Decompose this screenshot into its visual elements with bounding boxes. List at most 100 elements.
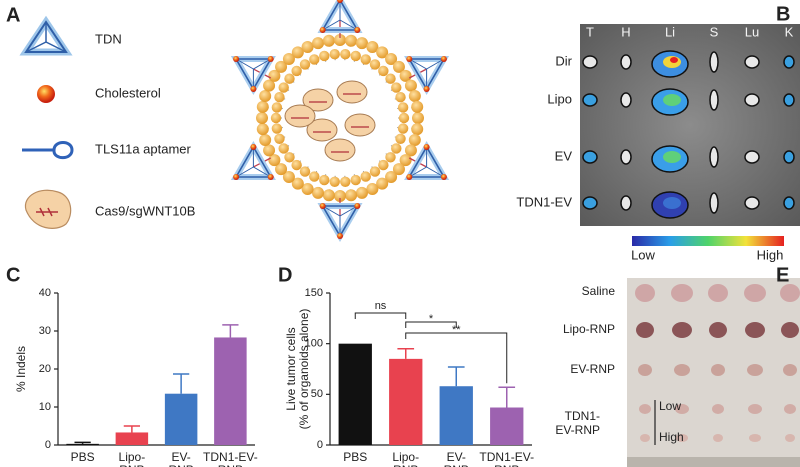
cholesterol bbox=[250, 144, 257, 150]
lipid-head bbox=[408, 90, 421, 103]
lipid-head bbox=[291, 65, 302, 77]
lipid-head bbox=[309, 54, 320, 65]
organ bbox=[744, 150, 760, 164]
bar bbox=[164, 393, 198, 445]
lipid-head bbox=[397, 102, 409, 113]
group-label: Dir bbox=[555, 53, 572, 68]
group-label: EV bbox=[555, 148, 573, 163]
tdn-edge bbox=[235, 166, 254, 178]
lipid-head bbox=[366, 182, 379, 195]
lipid-head bbox=[404, 144, 417, 157]
lipid-head bbox=[270, 112, 282, 124]
tdn-icon bbox=[24, 20, 68, 53]
lipid-head bbox=[411, 123, 424, 136]
organ bbox=[620, 54, 632, 70]
bar bbox=[389, 358, 423, 445]
tdn bbox=[407, 58, 446, 91]
y-tick-label: 10 bbox=[39, 401, 51, 413]
cholesterol bbox=[319, 27, 326, 33]
y-tick-label: 30 bbox=[39, 325, 51, 337]
organoid bbox=[711, 364, 725, 376]
bar bbox=[115, 432, 149, 445]
panel-label: D bbox=[278, 264, 292, 286]
organoid bbox=[672, 322, 692, 338]
organ bbox=[620, 92, 632, 108]
lipid-head bbox=[376, 177, 389, 190]
bar bbox=[490, 407, 524, 445]
organoid bbox=[676, 434, 688, 442]
lipid-head bbox=[256, 100, 269, 113]
y-axis-label: Live tumor cells bbox=[284, 327, 298, 410]
y-axis-label: % Indels bbox=[14, 346, 28, 392]
organ bbox=[709, 146, 719, 168]
tdn-edge bbox=[322, 19, 341, 31]
legend-label: TDN bbox=[95, 31, 122, 46]
lipid-head bbox=[259, 133, 272, 146]
lipid-head bbox=[268, 154, 281, 167]
liver-core bbox=[663, 94, 681, 106]
lipid-head bbox=[271, 102, 283, 113]
lipid-head bbox=[340, 49, 351, 60]
lipid-head bbox=[271, 123, 283, 134]
y-tick-label: 100 bbox=[305, 338, 323, 350]
tdn-edge bbox=[426, 58, 445, 70]
lipid-head bbox=[395, 133, 406, 144]
lipid-head bbox=[291, 177, 304, 190]
lipid-head bbox=[391, 143, 402, 154]
organoid bbox=[708, 284, 728, 302]
cholesterol bbox=[423, 144, 430, 150]
organoid bbox=[671, 284, 693, 302]
legend-icons bbox=[19, 15, 74, 229]
lipid-head bbox=[284, 152, 295, 163]
significance-bracket bbox=[354, 312, 407, 319]
organ-label: K bbox=[785, 24, 794, 39]
y-tick-label: 0 bbox=[45, 439, 51, 451]
tdn-edge bbox=[339, 205, 358, 217]
lipid-head bbox=[366, 41, 379, 54]
significance-bracket bbox=[405, 321, 457, 328]
lipid-head bbox=[391, 82, 402, 93]
tdn-edge bbox=[235, 58, 254, 70]
organoid bbox=[748, 404, 762, 414]
organ bbox=[744, 93, 760, 107]
tdn bbox=[234, 145, 273, 178]
lipid-head bbox=[411, 100, 424, 113]
bar bbox=[338, 343, 372, 445]
y-tick-label: 50 bbox=[311, 388, 323, 400]
lipid-head bbox=[408, 133, 421, 146]
organ bbox=[783, 55, 795, 69]
organoid bbox=[783, 364, 797, 376]
lipid-head bbox=[385, 170, 398, 183]
lipid-head bbox=[301, 41, 314, 54]
lipid-head bbox=[412, 112, 424, 124]
lipid-head bbox=[263, 144, 276, 157]
cholesterol bbox=[406, 56, 413, 62]
legend-label: Cas9/sgWNT10B bbox=[95, 203, 195, 218]
x-tick-label: PBS bbox=[343, 450, 368, 464]
x-tick-label: PBS bbox=[70, 450, 95, 464]
organoid bbox=[635, 284, 655, 302]
x-tick-label: Lipo-RNP bbox=[392, 450, 420, 467]
significance-label: * bbox=[429, 313, 434, 325]
bar bbox=[214, 337, 247, 445]
panel-label: C bbox=[6, 264, 20, 286]
y-tick-label: 0 bbox=[317, 439, 323, 451]
lipid-head bbox=[282, 170, 295, 183]
x-tick-label: TDN1-EV-RNP bbox=[479, 450, 535, 467]
organoid bbox=[780, 284, 800, 302]
organoids bbox=[635, 284, 800, 442]
panel-label: A bbox=[6, 4, 20, 26]
lipid-head bbox=[284, 73, 295, 84]
lipid-head bbox=[278, 82, 289, 93]
lipid-head bbox=[256, 112, 268, 124]
tdn-edge bbox=[253, 58, 271, 70]
lipid-head bbox=[397, 123, 409, 134]
panel-label: E bbox=[776, 264, 789, 286]
organ-label: T bbox=[586, 24, 594, 39]
organoid bbox=[636, 322, 654, 338]
tdn-edge bbox=[409, 166, 427, 178]
cholesterol bbox=[354, 27, 361, 33]
lipid-head bbox=[345, 189, 358, 202]
tdn-edge bbox=[253, 166, 271, 178]
